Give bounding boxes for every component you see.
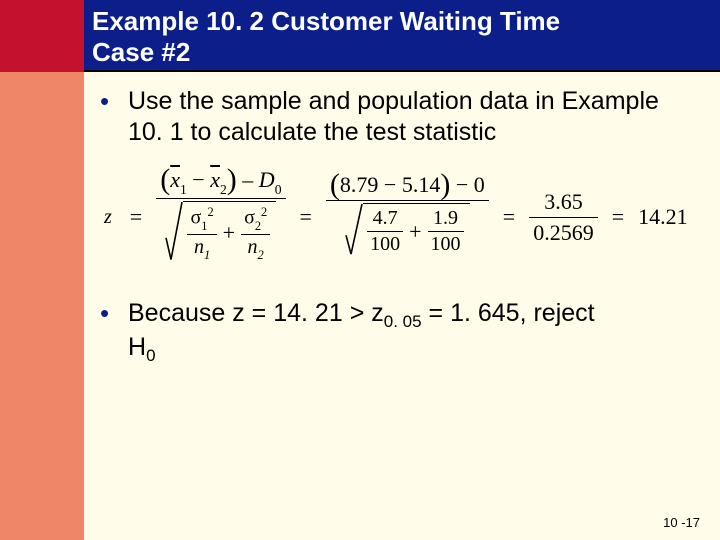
equals-icon: = [499, 204, 519, 230]
bullet-1: Use the sample and population data in Ex… [100, 86, 690, 149]
bullet-list-2: Because z = 14. 21 > z0. 05 = 1. 645, re… [100, 298, 690, 367]
formula: z = (x1 − x2) – D0 [104, 167, 690, 268]
side-coral-block [0, 72, 84, 540]
fraction-2: (8.79 − 5.14) − 0 4.7 100 [326, 172, 489, 262]
fraction-1: (x1 − x2) – D0 σ12 n1 [156, 167, 285, 268]
slide-number: 10 -17 [663, 515, 700, 530]
formula-lhs: z [104, 206, 116, 229]
formula-result: 14.21 [638, 204, 688, 230]
title-bar: Example 10. 2 Customer Waiting Time Case… [0, 0, 720, 72]
bullet-list: Use the sample and population data in Ex… [100, 86, 690, 149]
sqrt-1: σ12 n1 + σ22 n2 [165, 201, 276, 262]
fraction-3: 3.65 0.2569 [529, 189, 598, 246]
bullet-2: Because z = 14. 21 > z0. 05 = 1. 645, re… [100, 298, 690, 367]
equals-icon: = [608, 204, 628, 230]
title-line-1: Example 10. 2 Customer Waiting Time [92, 6, 720, 37]
equals-icon: = [296, 204, 316, 230]
title-line-2: Case #2 [92, 37, 720, 68]
equals-icon: = [126, 204, 146, 230]
corner-red-block [0, 0, 84, 72]
content-area: Use the sample and population data in Ex… [100, 86, 690, 510]
sqrt-2: 4.7 100 + 1.9 100 [345, 203, 469, 256]
slide: Example 10. 2 Customer Waiting Time Case… [0, 0, 720, 540]
